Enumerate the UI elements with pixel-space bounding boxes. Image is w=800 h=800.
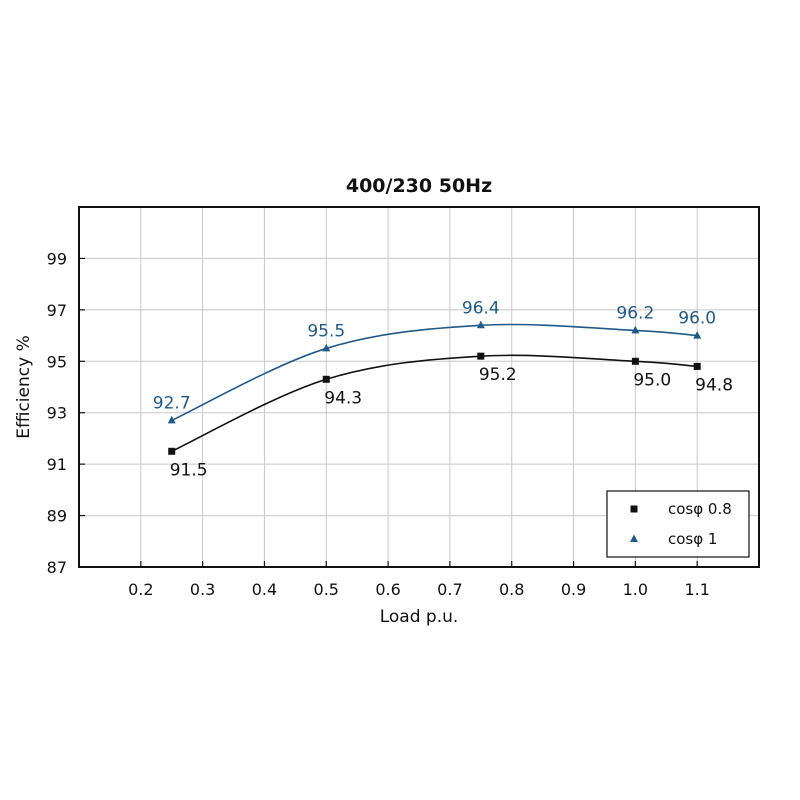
data-label: 92.7 (153, 393, 191, 413)
legend-marker-triangle (630, 534, 638, 542)
data-point-square (322, 375, 330, 383)
x-tick-labels: 0.2 0.3 0.4 0.5 0.6 0.7 0.8 0.9 1.0 1.1 (128, 580, 710, 599)
series-cos-phi-0-8: 91.5 94.3 95.2 95.0 94.8 (168, 352, 733, 480)
y-tick-label: 97 (47, 301, 67, 320)
y-tick-label: 89 (47, 507, 67, 526)
data-point-triangle (322, 343, 331, 352)
legend-label: cosφ 0.8 (668, 500, 732, 518)
legend-box (606, 490, 750, 558)
y-tick-label: 91 (47, 455, 67, 474)
data-label: 94.8 (695, 375, 733, 395)
y-tick-label: 87 (47, 558, 67, 577)
data-label: 96.0 (678, 309, 716, 329)
legend: cosφ 0.8 cosφ 1 (606, 490, 750, 558)
data-label: 91.5 (170, 460, 208, 480)
y-tick-labels: 87 89 91 93 95 97 99 (47, 249, 67, 577)
series-line (171, 323, 698, 422)
data-label: 95.2 (479, 365, 517, 385)
series-layer: 91.5 94.3 95.2 95.0 94.8 92.7 95.5 96.4 96.2 96.0 (153, 298, 733, 480)
data-point-square (631, 357, 639, 365)
data-point-square (693, 362, 701, 370)
legend-label: cosφ 1 (668, 530, 717, 548)
y-axis-title: Efficiency % (14, 335, 34, 438)
data-point-square (477, 352, 485, 360)
x-tick-label: 0.9 (561, 580, 586, 599)
data-point-square (168, 447, 176, 455)
x-tick-label: 1.1 (684, 580, 709, 599)
data-label: 95.0 (633, 370, 671, 390)
x-tick-label: 0.5 (314, 580, 339, 599)
data-point-triangle (167, 415, 176, 424)
y-tick-label: 95 (47, 352, 67, 371)
y-tick-label: 93 (47, 404, 67, 423)
data-label: 96.4 (462, 298, 500, 318)
x-tick-label: 1.0 (623, 580, 648, 599)
x-tick-label: 0.7 (437, 580, 462, 599)
x-axis-title: Load p.u. (380, 607, 459, 627)
x-tick-label: 0.4 (252, 580, 277, 599)
legend-items: cosφ 0.8 cosφ 1 (630, 500, 732, 548)
x-tick-label: 0.8 (499, 580, 524, 599)
x-tick-label: 0.6 (375, 580, 400, 599)
data-label: 94.3 (324, 388, 362, 408)
plot-frame (78, 206, 760, 568)
y-tick-label: 99 (47, 249, 67, 268)
x-tick-label: 0.3 (190, 580, 215, 599)
series-cos-phi-1: 92.7 95.5 96.4 96.2 96.0 (153, 298, 716, 424)
data-point-triangle (631, 325, 640, 334)
data-point-triangle (693, 331, 702, 339)
x-tick-label: 0.2 (128, 580, 153, 599)
data-label: 96.2 (616, 303, 654, 323)
legend-marker-square (630, 505, 638, 513)
chart-title: 400/230 50Hz (346, 175, 492, 197)
data-label: 95.5 (307, 321, 345, 341)
series-line (171, 354, 698, 453)
data-point-triangle (476, 320, 485, 329)
